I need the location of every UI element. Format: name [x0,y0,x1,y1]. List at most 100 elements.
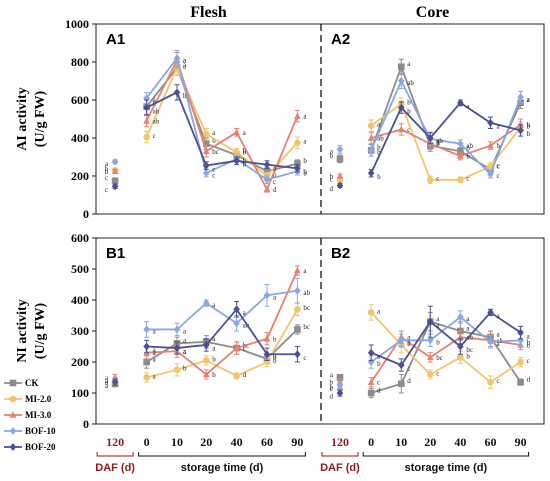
significance-letter: a [212,129,216,137]
legend-label: MI-2.0 [25,394,52,404]
significance-letter: b [527,122,531,130]
x-tick-label: 0 [368,435,374,449]
significance-letter: b [273,335,277,343]
data-point [294,160,301,167]
data-point [517,126,524,135]
significance-letter: a [273,164,277,172]
data-point [336,374,344,381]
significance-letter: a [105,382,109,390]
significance-letter: b [303,169,307,177]
series-line [370,320,522,394]
significance-letter: b [377,148,381,156]
data-point [457,313,464,321]
significance-letter: ab [243,321,250,329]
significance-letter: d [273,186,277,194]
storage-bracket [362,452,530,457]
significance-letter: a [496,340,500,348]
significance-letter: b [303,168,307,176]
significance-letter: b [407,99,411,107]
data-point [294,164,301,173]
storage-bracket [138,452,306,457]
daf-label: DAF (d) [95,462,135,474]
significance-letter: b [329,379,333,387]
significance-letter: a [153,372,157,380]
data-point [487,141,494,149]
significance-letter: c [377,379,380,387]
significance-letter: c [496,161,499,169]
significance-letter: b [183,365,187,373]
series-line [145,56,298,181]
significance-letter: a [153,355,157,363]
data-point [336,155,344,163]
data-point [143,358,150,366]
significance-letter: b [303,157,307,165]
data-point [426,134,434,142]
y-tick-label: 600 [71,93,89,107]
significance-letter: b [436,338,440,346]
significance-letter: a [183,57,187,65]
data-point [233,156,240,165]
significance-letter: b [436,140,440,148]
data-point [294,326,301,333]
data-point [426,317,434,326]
data-point [336,145,344,154]
significance-letter: a [273,293,277,301]
data-point [397,103,405,112]
data-point [294,266,301,274]
data-point [111,182,119,191]
significance-letter: c [527,357,530,365]
significance-letter: b [377,173,381,181]
x-tick-label: 0 [144,435,150,449]
series-line [146,307,298,356]
data-point [397,380,405,387]
significance-letter: b [407,107,411,115]
series-line [370,78,522,176]
significance-letter: b [527,338,531,346]
legend-item-ck: CK [4,378,39,388]
significance-letter: bc [303,304,310,312]
y-tick-label: 400 [71,293,89,307]
significance-letter: a [496,312,500,320]
significance-letter: bc [436,354,443,362]
significance-letter: ab [466,142,473,150]
data-point [143,325,150,334]
significance-letter: a [407,60,411,68]
data-point [143,103,150,112]
legend-marker [9,411,17,418]
panel-label: A2 [331,31,350,48]
data-point [367,358,375,366]
data-point [233,305,240,314]
x-tick-label: 60 [261,435,273,449]
data-point [111,378,119,387]
time-axis: 120 0 10 20 40 60 90 DAF (d) storage time (d) 120… [95,435,530,474]
data-point [517,93,524,102]
data-point [426,336,434,345]
significance-letter: a [153,328,157,336]
significance-letter: c [436,175,439,183]
significance-letter: a [153,346,157,354]
legend-item-bof-10: BOF-10 [4,426,56,436]
significance-letter: c [496,172,499,180]
y-tick-label: 500 [71,262,89,276]
y-tick-label: 100 [71,386,89,400]
significance-letter: a [212,335,216,343]
panel-label: B2 [331,245,350,262]
significance-letter: c [212,165,215,173]
data-point [487,378,494,386]
series-line [145,57,299,192]
x-tick-label: 60 [484,435,496,449]
data-point [294,350,301,359]
significance-letter: b [212,371,216,379]
significance-letter: a [183,61,187,69]
significance-letter: a [377,307,381,315]
series-bof-10: bba baa b [329,310,531,391]
data-point [487,118,494,127]
series-line [146,308,299,379]
data-point [336,181,344,190]
data-point [294,286,301,295]
y-tick-label: 0 [83,417,89,431]
